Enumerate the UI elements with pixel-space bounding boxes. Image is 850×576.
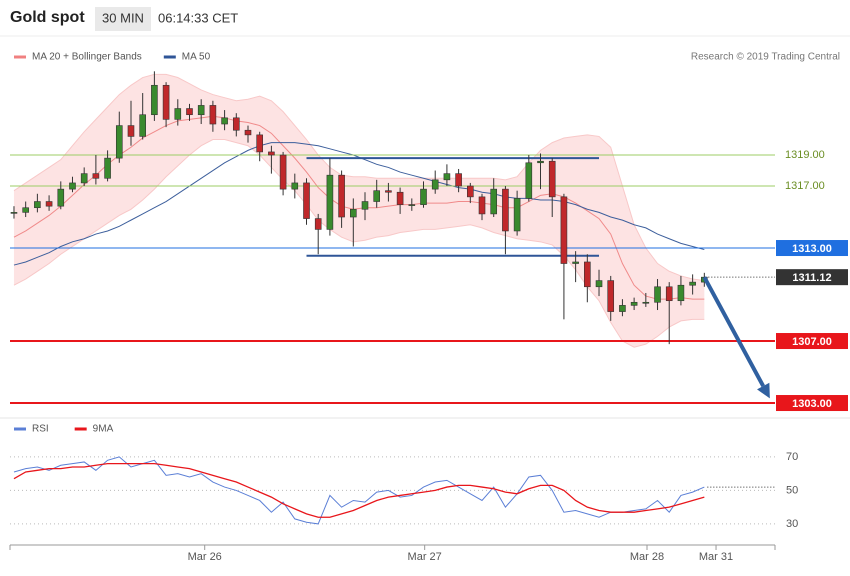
- candle-body: [151, 84, 158, 116]
- candle-body: [350, 208, 357, 218]
- last-price-label: 1311.12: [792, 272, 831, 284]
- candle-body: [291, 182, 299, 190]
- candle-body: [209, 105, 217, 125]
- candle-body: [513, 198, 521, 232]
- candle-body: [279, 154, 287, 190]
- x-tick-label: Mar 31: [699, 551, 733, 563]
- candle-body: [127, 125, 135, 137]
- forecast-arrowhead: [757, 382, 770, 399]
- bollinger-lower: [13, 139, 705, 348]
- level-box: [776, 240, 848, 257]
- candle-body: [607, 280, 615, 312]
- level-label: 1307.00: [792, 336, 832, 348]
- candle-body: [677, 284, 685, 302]
- candle-body: [396, 191, 404, 205]
- candle-body: [314, 218, 322, 230]
- candle-body: [139, 114, 146, 137]
- candle-body: [642, 301, 650, 304]
- x-tick-label: Mar 26: [188, 551, 222, 563]
- candle-body: [373, 190, 381, 202]
- candle-body: [303, 182, 310, 219]
- level-label: 1317.00: [785, 180, 825, 192]
- candle-body: [665, 286, 673, 302]
- candle-body: [431, 179, 439, 190]
- candle-body: [525, 162, 533, 199]
- legend-label: MA 50: [182, 52, 211, 63]
- candle-body: [467, 185, 474, 198]
- title: Gold spot: [10, 9, 85, 26]
- candle-body: [115, 125, 123, 159]
- level-box: [776, 395, 848, 412]
- candle-body: [502, 188, 509, 232]
- y-tick-label: 70: [786, 451, 798, 463]
- credit: Research © 2019 Trading Central: [691, 52, 840, 63]
- candle-body: [232, 117, 240, 131]
- candle-body: [197, 105, 205, 116]
- x-tick-label: Mar 27: [408, 551, 442, 563]
- time: 06:14:33 CET: [158, 10, 238, 25]
- legend-label: 9MA: [93, 424, 114, 435]
- candle-body: [385, 190, 392, 193]
- candle-body: [478, 196, 486, 215]
- candle-body: [10, 212, 18, 214]
- candle-body: [361, 201, 369, 210]
- x-tick-label: Mar 28: [630, 551, 664, 563]
- candle-body: [654, 286, 661, 303]
- y-tick-label: 50: [786, 484, 798, 496]
- candle-body: [186, 108, 193, 116]
- candle-body: [162, 84, 170, 120]
- candle-body: [221, 117, 228, 125]
- candle-body: [584, 261, 591, 288]
- level-label: 1313.00: [792, 243, 832, 255]
- forecast-arrow: [702, 276, 765, 388]
- legend-label: RSI: [32, 424, 49, 435]
- candle-body: [338, 174, 345, 218]
- candle-body: [490, 188, 498, 215]
- candle-body: [408, 204, 416, 206]
- candle-body: [256, 134, 263, 153]
- candle-body: [80, 173, 88, 184]
- candle-body: [69, 182, 76, 190]
- candle-body: [560, 196, 568, 264]
- candle-body: [537, 160, 544, 164]
- interval: 30 MIN: [102, 10, 144, 25]
- bollinger-band: [13, 74, 705, 348]
- candle-body: [45, 201, 53, 207]
- candle-body: [57, 188, 65, 207]
- y-tick-label: 30: [786, 518, 798, 530]
- level-box: [776, 333, 848, 350]
- level-label: 1303.00: [792, 398, 832, 410]
- candle-body: [22, 207, 29, 213]
- candle-body: [619, 305, 626, 312]
- legend-label: MA 20 + Bollinger Bands: [32, 52, 142, 63]
- candle-body: [326, 174, 334, 230]
- series-line: [13, 456, 705, 525]
- candle-body: [443, 173, 451, 181]
- candle-body: [268, 151, 275, 156]
- candle-body: [689, 281, 696, 286]
- last-price-box: [776, 269, 848, 286]
- candle-body: [34, 201, 41, 209]
- series-line: [13, 462, 705, 518]
- candle-body: [595, 280, 603, 288]
- interval-box: [95, 7, 151, 31]
- candle-body: [104, 157, 111, 179]
- candle-body: [630, 301, 638, 306]
- candle-body: [548, 160, 556, 198]
- candle-body: [244, 129, 252, 136]
- candle-body: [420, 188, 427, 205]
- candle-body: [455, 173, 462, 187]
- ma20-line: [13, 115, 705, 300]
- candle-body: [572, 261, 579, 264]
- candle-body: [92, 173, 100, 179]
- bollinger-upper: [13, 73, 705, 282]
- level-label: 1319.00: [785, 149, 825, 161]
- candle-body: [174, 108, 182, 120]
